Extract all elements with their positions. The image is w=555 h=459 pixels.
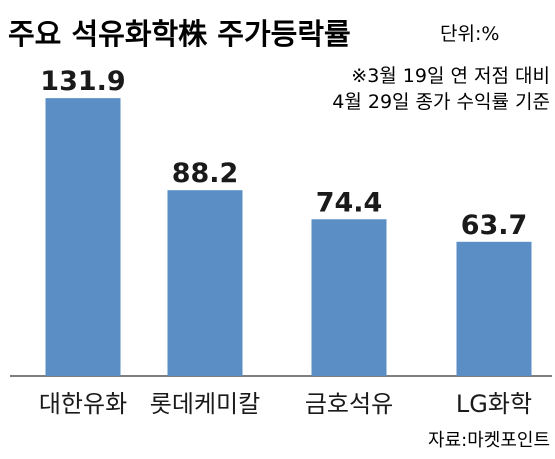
- bar-1: [45, 98, 121, 376]
- category-label-3: 금호석유: [305, 390, 393, 418]
- category-label-1: 대한유화: [39, 390, 127, 418]
- value-label-1: 131.9: [40, 66, 125, 97]
- note-line-1: ※3월 19일 연 저점 대비: [351, 65, 550, 87]
- value-label-2: 88.2: [172, 158, 239, 189]
- unit-label: 단위:%: [440, 23, 499, 45]
- bars-layer: 131.9 대한유화 88.2 롯데케미칼 74.4 금호석유 63.7 LG화학: [39, 66, 532, 418]
- value-label-4: 63.7: [461, 210, 528, 241]
- chart-title: 주요 석유화학株 주가등락률: [8, 17, 351, 51]
- note-line-2: 4월 29일 종가 수익률 기준: [332, 91, 550, 113]
- value-label-3: 74.4: [316, 187, 383, 218]
- bar-2: [167, 190, 243, 376]
- category-label-4: LG화학: [456, 390, 532, 418]
- source-label: 자료:마켓포인트: [428, 430, 550, 451]
- bar-4: [456, 241, 532, 376]
- bar-3: [311, 219, 387, 376]
- category-label-2: 롯데케미칼: [150, 390, 260, 418]
